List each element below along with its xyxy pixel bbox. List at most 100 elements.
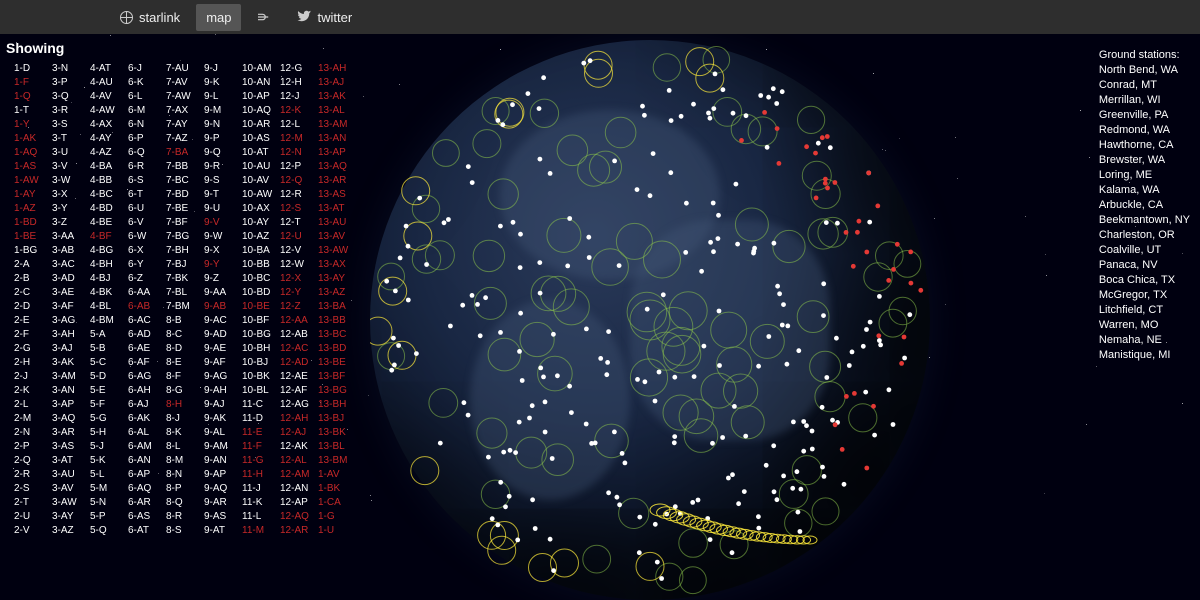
sat-id[interactable]: 3-AF	[52, 300, 90, 314]
ground-station-item[interactable]: Loring, ME	[1099, 168, 1190, 183]
sat-id[interactable]: 13-BC	[318, 328, 356, 342]
sat-id[interactable]: 6-T	[128, 188, 166, 202]
sat-id[interactable]: 2-H	[14, 356, 52, 370]
sat-id[interactable]: 9-AA	[204, 286, 242, 300]
sat-id[interactable]: 7-AU	[166, 62, 204, 76]
sat-id[interactable]: 6-J	[128, 62, 166, 76]
sat-id[interactable]: 12-U	[280, 230, 318, 244]
sat-id[interactable]: 5-C	[90, 356, 128, 370]
globe-container[interactable]	[370, 40, 930, 600]
sat-id[interactable]: 1-BK	[318, 482, 356, 496]
sat-id[interactable]: 2-M	[14, 412, 52, 426]
sat-id[interactable]: 1-T	[14, 104, 52, 118]
sat-id[interactable]: 5-N	[90, 496, 128, 510]
ground-station-item[interactable]: McGregor, TX	[1099, 288, 1190, 303]
sat-id[interactable]: 8-E	[166, 356, 204, 370]
sat-id[interactable]: 7-BJ	[166, 258, 204, 272]
sat-id[interactable]: 1-AS	[14, 160, 52, 174]
sat-id[interactable]: 6-AN	[128, 454, 166, 468]
sat-id[interactable]: 12-AG	[280, 398, 318, 412]
sat-id[interactable]: 7-BC	[166, 174, 204, 188]
sat-id[interactable]: 12-X	[280, 272, 318, 286]
sat-id[interactable]: 6-AM	[128, 440, 166, 454]
sat-id[interactable]: 4-BD	[90, 202, 128, 216]
sat-id[interactable]: 3-AJ	[52, 342, 90, 356]
sat-id[interactable]: 3-AT	[52, 454, 90, 468]
sat-id[interactable]: 13-BK	[318, 426, 356, 440]
sat-id[interactable]: 8-D	[166, 342, 204, 356]
sat-id[interactable]: 11-C	[242, 398, 280, 412]
sat-id[interactable]: 13-AL	[318, 104, 356, 118]
sat-id[interactable]: 3-R	[52, 104, 90, 118]
sat-id[interactable]: 6-AS	[128, 510, 166, 524]
sat-id[interactable]: 9-W	[204, 230, 242, 244]
sat-id[interactable]: 13-BA	[318, 300, 356, 314]
sat-id[interactable]: 4-BK	[90, 286, 128, 300]
sat-id[interactable]: 5-D	[90, 370, 128, 384]
sat-id[interactable]: 1-G	[318, 510, 356, 524]
sat-id[interactable]: 1-AZ	[14, 202, 52, 216]
sat-id[interactable]: 9-Q	[204, 146, 242, 160]
sat-id[interactable]: 10-AU	[242, 160, 280, 174]
sat-id[interactable]: 9-AM	[204, 440, 242, 454]
sat-id[interactable]: 7-AY	[166, 118, 204, 132]
ground-station-item[interactable]: Kalama, WA	[1099, 183, 1190, 198]
sat-id[interactable]: 12-AJ	[280, 426, 318, 440]
sat-id[interactable]: 7-AX	[166, 104, 204, 118]
sat-id[interactable]: 10-AX	[242, 202, 280, 216]
sat-id[interactable]: 13-AH	[318, 62, 356, 76]
sat-id[interactable]: 3-AP	[52, 398, 90, 412]
sat-id[interactable]: 8-N	[166, 468, 204, 482]
sat-id[interactable]: 12-K	[280, 104, 318, 118]
sat-id[interactable]: 9-X	[204, 244, 242, 258]
sat-id[interactable]: 13-BB	[318, 314, 356, 328]
sat-id[interactable]: 4-BM	[90, 314, 128, 328]
sat-id[interactable]: 4-BL	[90, 300, 128, 314]
sat-id[interactable]: 10-BA	[242, 244, 280, 258]
sat-id[interactable]: 1-Q	[14, 90, 52, 104]
sat-id[interactable]: 6-AR	[128, 496, 166, 510]
ground-station-item[interactable]: Beekmantown, NY	[1099, 213, 1190, 228]
sat-id[interactable]: 2-F	[14, 328, 52, 342]
sat-id[interactable]: 5-G	[90, 412, 128, 426]
sat-id[interactable]: 10-AN	[242, 76, 280, 90]
sat-id[interactable]: 5-P	[90, 510, 128, 524]
sat-id[interactable]: 3-AQ	[52, 412, 90, 426]
sat-id[interactable]: 2-U	[14, 510, 52, 524]
sat-id[interactable]: 9-K	[204, 76, 242, 90]
sat-id[interactable]: 9-AS	[204, 510, 242, 524]
sat-id[interactable]: 7-BM	[166, 300, 204, 314]
sat-id[interactable]: 12-AM	[280, 468, 318, 482]
tab-twitter[interactable]: twitter	[287, 3, 362, 32]
sat-id[interactable]: 3-AW	[52, 496, 90, 510]
sat-id[interactable]: 4-BE	[90, 216, 128, 230]
sat-id[interactable]: 6-Y	[128, 258, 166, 272]
sat-id[interactable]: 6-R	[128, 160, 166, 174]
sat-id[interactable]: 7-BG	[166, 230, 204, 244]
ground-station-item[interactable]: Manistique, MI	[1099, 348, 1190, 363]
sat-id[interactable]: 9-AC	[204, 314, 242, 328]
sat-id[interactable]: 9-P	[204, 132, 242, 146]
ground-station-item[interactable]: Charleston, OR	[1099, 228, 1190, 243]
sat-id[interactable]: 3-X	[52, 188, 90, 202]
sat-id[interactable]: 6-AG	[128, 370, 166, 384]
sat-id[interactable]: 11-M	[242, 524, 280, 538]
sat-id[interactable]: 12-AL	[280, 454, 318, 468]
sat-id[interactable]: 9-AQ	[204, 482, 242, 496]
sat-id[interactable]: 2-E	[14, 314, 52, 328]
sat-id[interactable]: 2-T	[14, 496, 52, 510]
sat-id[interactable]: 12-AC	[280, 342, 318, 356]
sat-id[interactable]: 12-AK	[280, 440, 318, 454]
sat-id[interactable]: 10-BF	[242, 314, 280, 328]
ground-station-item[interactable]: Merrillan, WI	[1099, 93, 1190, 108]
sat-id[interactable]: 13-AN	[318, 132, 356, 146]
sat-id[interactable]: 13-AQ	[318, 160, 356, 174]
sat-id[interactable]: 9-V	[204, 216, 242, 230]
sat-id[interactable]: 6-AE	[128, 342, 166, 356]
sat-id[interactable]: 1-AV	[318, 468, 356, 482]
sat-id[interactable]: 13-BE	[318, 356, 356, 370]
sat-id[interactable]: 4-BF	[90, 230, 128, 244]
sat-id[interactable]: 10-BJ	[242, 356, 280, 370]
sat-id[interactable]: 11-K	[242, 496, 280, 510]
sat-id[interactable]: 3-W	[52, 174, 90, 188]
